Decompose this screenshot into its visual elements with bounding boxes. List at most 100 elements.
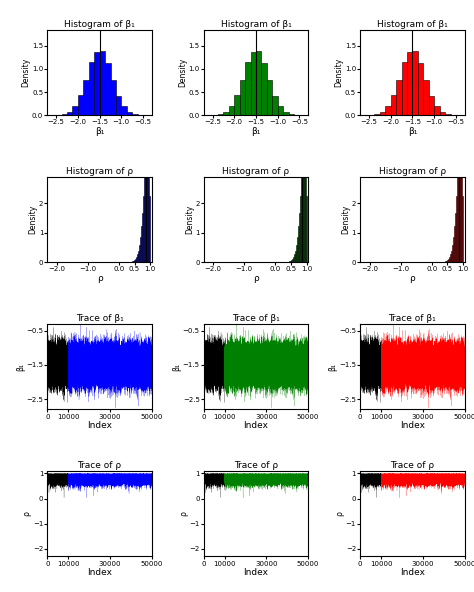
Title: Histogram of ρ: Histogram of ρ (66, 167, 133, 176)
Bar (458, 149, 459, 262)
X-axis label: Index: Index (87, 568, 112, 577)
Bar (83, 79, 89, 115)
Bar (301, 149, 302, 262)
X-axis label: ρ: ρ (410, 274, 415, 283)
Bar (299, 213, 300, 262)
Title: Trace of β₁: Trace of β₁ (232, 314, 280, 323)
Bar (229, 106, 234, 115)
Bar (429, 96, 434, 115)
Bar (391, 95, 396, 115)
Bar (278, 106, 283, 115)
Bar (453, 237, 454, 262)
Bar (447, 260, 448, 262)
Bar (303, 115, 304, 262)
Bar (136, 257, 137, 262)
Title: Trace of β₁: Trace of β₁ (389, 314, 436, 323)
X-axis label: Index: Index (400, 568, 425, 577)
Title: Trace of β₁: Trace of β₁ (76, 314, 123, 323)
Title: Histogram of β₁: Histogram of β₁ (377, 20, 448, 29)
Y-axis label: Density: Density (22, 58, 31, 87)
Bar (454, 226, 455, 262)
Bar (298, 226, 299, 262)
Bar (297, 237, 298, 262)
Title: Trace of ρ: Trace of ρ (234, 461, 278, 470)
X-axis label: ρ: ρ (253, 274, 259, 283)
Bar (143, 197, 144, 262)
Bar (291, 260, 292, 262)
Bar (457, 173, 458, 262)
Bar (218, 114, 223, 115)
Bar (134, 260, 135, 262)
Bar (62, 114, 67, 115)
Bar (116, 96, 121, 115)
Bar (380, 112, 385, 115)
Bar (223, 112, 229, 115)
Bar (401, 62, 407, 115)
Title: Trace of ρ: Trace of ρ (390, 461, 435, 470)
Bar (234, 95, 240, 115)
Bar (145, 149, 146, 262)
Bar (132, 114, 138, 115)
Bar (434, 106, 440, 115)
Bar (446, 261, 447, 262)
Y-axis label: β₁: β₁ (172, 363, 181, 371)
Y-axis label: Density: Density (28, 205, 37, 234)
Bar (295, 246, 297, 262)
Title: Histogram of β₁: Histogram of β₁ (64, 20, 135, 29)
Bar (423, 80, 429, 115)
Bar (445, 114, 451, 115)
Bar (73, 106, 78, 115)
Title: Trace of ρ: Trace of ρ (77, 461, 122, 470)
Bar (412, 52, 418, 115)
Bar (149, 196, 150, 262)
Bar (459, 125, 460, 262)
X-axis label: β₁: β₁ (251, 127, 261, 136)
Bar (140, 237, 141, 262)
Bar (273, 96, 278, 115)
Bar (245, 62, 251, 115)
Bar (67, 112, 73, 115)
Bar (396, 79, 401, 115)
Bar (144, 173, 145, 262)
Bar (110, 80, 116, 115)
Bar (148, 127, 149, 262)
Bar (294, 250, 295, 262)
Bar (267, 80, 273, 115)
X-axis label: Index: Index (244, 421, 268, 430)
X-axis label: Index: Index (400, 421, 425, 430)
Title: Histogram of β₁: Histogram of β₁ (220, 20, 292, 29)
Y-axis label: Density: Density (178, 58, 187, 87)
Bar (290, 261, 291, 262)
Bar (135, 259, 136, 262)
Bar (448, 259, 449, 262)
Bar (289, 114, 294, 115)
Bar (262, 63, 267, 115)
Bar (121, 106, 127, 115)
Bar (240, 79, 245, 115)
Bar (407, 52, 412, 115)
Bar (147, 115, 148, 262)
Bar (306, 196, 307, 262)
Bar (418, 63, 423, 115)
Bar (304, 127, 306, 262)
Bar (137, 255, 138, 262)
Bar (449, 257, 450, 262)
Y-axis label: β₁: β₁ (328, 363, 337, 371)
Y-axis label: ρ: ρ (335, 511, 344, 516)
X-axis label: Index: Index (87, 421, 112, 430)
Bar (127, 112, 132, 115)
Bar (300, 197, 301, 262)
Bar (256, 52, 262, 115)
Y-axis label: β₁: β₁ (16, 363, 25, 371)
Bar (138, 250, 139, 262)
Y-axis label: ρ: ρ (179, 511, 188, 516)
X-axis label: Index: Index (244, 568, 268, 577)
X-axis label: β₁: β₁ (408, 127, 417, 136)
Bar (133, 261, 134, 262)
Bar (462, 196, 463, 262)
Bar (460, 115, 461, 262)
Bar (452, 246, 453, 262)
Bar (461, 127, 462, 262)
Bar (302, 125, 303, 262)
Bar (455, 213, 456, 262)
